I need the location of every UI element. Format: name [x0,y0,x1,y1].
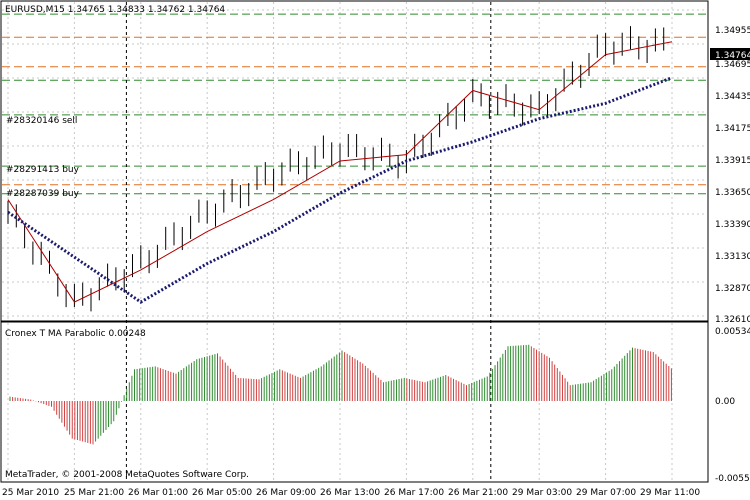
current-price-label: 1.34764 [715,51,750,61]
period-separators [125,2,492,481]
price-tick: 1.33130 [715,252,750,262]
order-level-lines [2,13,706,195]
time-tick: 26 Mar 21:00 [448,488,508,498]
order-label-buy: #28291413 buy [6,165,80,175]
price-tick: 1.33915 [715,156,750,166]
time-axis: 25 Mar 2010 25 Mar 21:00 26 Mar 01:00 26… [2,488,700,498]
price-tick: 1.33390 [715,220,750,230]
price-tick: 1.32610 [715,315,750,325]
indicator-tick: -0.00553 [715,474,750,484]
indicator-tick: 0.00 [715,397,735,407]
moving-average-line [7,41,673,303]
indicator-histogram [9,344,672,445]
time-tick: 29 Mar 03:00 [512,488,572,498]
chart-header: EURUSD,M15 1.34765 1.34833 1.34762 1.347… [5,5,225,15]
indicator-header: Cronex T MA Parabolic 0.00248 [5,329,146,339]
parabolic-line [7,76,673,304]
grid-lines [2,2,706,481]
copyright-text: MetaTrader, © 2001-2008 MetaQuotes Softw… [5,470,249,480]
time-tick: 29 Mar 11:00 [640,488,700,498]
time-tick: 25 Mar 2010 [2,488,59,498]
time-tick: 29 Mar 07:00 [576,488,636,498]
price-tick: 1.34695 [715,60,750,70]
time-tick: 26 Mar 05:00 [192,488,252,498]
price-tick: 1.32870 [715,284,750,294]
order-label-buy: #28287039 buy [6,189,80,199]
time-tick: 26 Mar 01:00 [128,488,188,498]
price-tick: 1.34955 [715,26,750,36]
main-chart-frame [0,0,709,322]
time-tick: 26 Mar 13:00 [320,488,380,498]
price-tick: 1.33650 [715,188,750,198]
current-price-marker [710,48,750,60]
time-tick: 25 Mar 21:00 [64,488,124,498]
time-tick: 26 Mar 09:00 [256,488,316,498]
indicator-tick: 0.00534 [715,327,750,337]
order-label-sell: #28320146 sell [6,116,77,126]
indicator-frame [0,321,709,483]
price-tick: 1.34175 [715,124,750,134]
indicator-lines [7,41,673,304]
price-tick: 1.34435 [715,92,750,102]
time-tick: 26 Mar 17:00 [384,488,444,498]
price-axis: 1.34955 1.34695 1.34435 1.34175 1.33915 … [715,26,750,325]
